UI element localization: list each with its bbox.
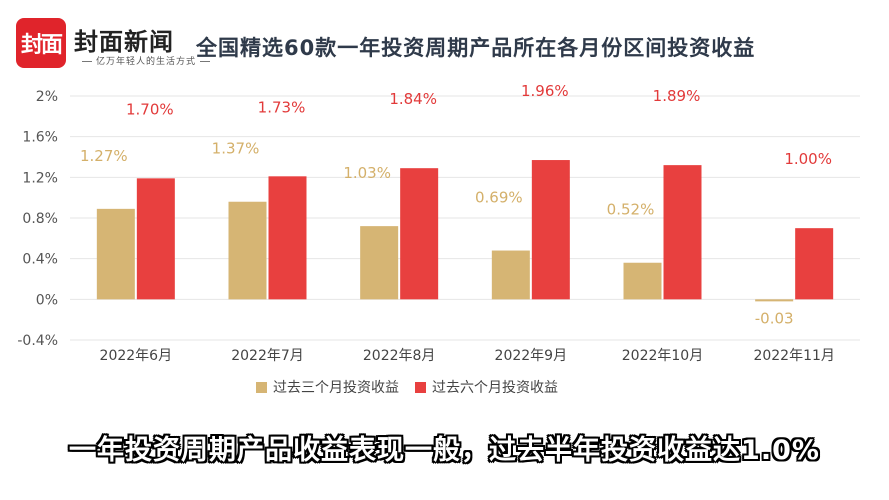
- x-tick-label: 2022年11月: [753, 348, 834, 364]
- x-tick-label: 2022年8月: [363, 348, 436, 364]
- x-tick-label: 2022年10月: [622, 348, 703, 364]
- x-tick-label: 2022年7月: [231, 348, 304, 364]
- data-label-six-month: 1.89%: [653, 87, 701, 105]
- legend-label-six-month: 过去六个月投资收益: [432, 380, 558, 396]
- bar-six-month: [400, 168, 439, 300]
- bar-three-month: [96, 208, 135, 300]
- bar-three-month: [623, 262, 662, 300]
- y-tick-label: 0.8%: [22, 211, 58, 227]
- x-tick-label: 2022年6月: [100, 348, 173, 364]
- brand-logo: 封面: [16, 18, 66, 68]
- legend-item-six-month: 过去六个月投资收益: [415, 377, 558, 397]
- bar-six-month: [663, 165, 702, 300]
- logo-text: 封面: [20, 33, 63, 58]
- data-label-six-month: 1.73%: [258, 98, 306, 116]
- legend-swatch-three-month: [256, 381, 267, 393]
- data-label-six-month: 1.84%: [389, 90, 437, 108]
- data-label-three-month: 1.03%: [343, 164, 391, 182]
- legend-item-three-month: 过去三个月投资收益: [256, 377, 399, 397]
- data-label-three-month: 1.37%: [212, 140, 260, 158]
- y-tick-label: 0%: [36, 292, 58, 308]
- data-label-six-month: 1.00%: [784, 150, 832, 168]
- brand-slogan: 亿万年轻人的生活方式: [78, 54, 214, 67]
- y-tick-label: 1.6%: [22, 130, 58, 146]
- bar-six-month: [795, 228, 834, 300]
- bar-three-month: [360, 226, 399, 300]
- data-label-six-month: 1.70%: [126, 100, 174, 118]
- data-label-three-month: -0.03: [755, 309, 794, 327]
- data-label-three-month: 1.27%: [80, 147, 128, 165]
- bar-six-month: [531, 160, 570, 300]
- data-label-three-month: 0.52%: [607, 201, 655, 219]
- brand-name: 封面新闻: [74, 28, 174, 56]
- header: 封面 封面新闻 亿万年轻人的生活方式 全国精选60款一年投资周期产品所在各月份区…: [0, 0, 889, 70]
- legend-swatch-six-month: [415, 381, 426, 393]
- bar-chart: 2% 1.6% 1.2% 0.8% 0.4% 0% -0.4% 2022年6月 2022年7月 2…: [17, 82, 860, 364]
- legend-label-three-month: 过去三个月投资收益: [273, 380, 399, 396]
- bar-six-month: [136, 178, 175, 300]
- bar-three-month: [491, 250, 530, 300]
- data-label-six-month: 1.96%: [521, 82, 569, 100]
- chart-title: 全国精选60款一年投资周期产品所在各月份区间投资收益: [196, 36, 756, 60]
- data-label-three-month: 0.69%: [475, 189, 523, 207]
- y-tick-label: 0.4%: [22, 252, 58, 268]
- bar-three-month: [755, 299, 794, 302]
- bar-three-month: [228, 201, 267, 300]
- y-tick-label: 1.2%: [22, 170, 58, 186]
- legend: 过去三个月投资收益 过去六个月投资收益: [256, 377, 574, 397]
- subtitle-caption: 一年投资周期产品收益表现一般，过去半年投资收益达1.0%: [69, 435, 820, 466]
- x-tick-label: 2022年9月: [495, 348, 568, 364]
- y-tick-label: 2%: [36, 89, 58, 105]
- y-tick-label: -0.4%: [17, 333, 58, 349]
- bar-six-month: [268, 176, 307, 300]
